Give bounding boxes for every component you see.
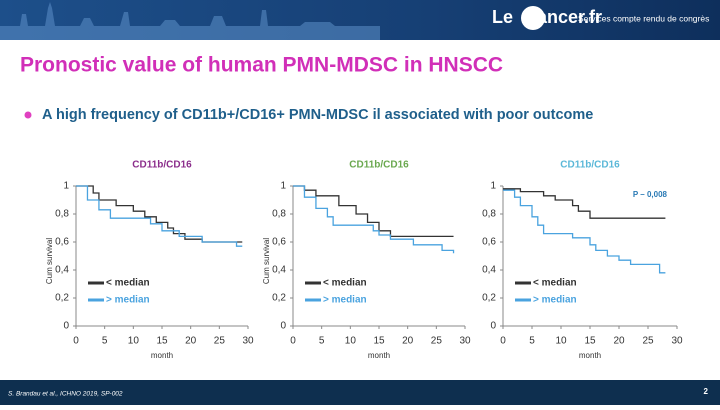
y-tick-label: 0 xyxy=(280,321,286,332)
x-tick-label: 25 xyxy=(214,336,226,347)
x-tick-label: 5 xyxy=(319,336,325,347)
y-tick-label: 0,2 xyxy=(55,293,69,304)
citation: S. Brandau et al., ICHNO 2019, SP-002 xyxy=(8,391,123,398)
y-tick-label: 1 xyxy=(490,181,496,192)
city-skyline xyxy=(0,2,380,40)
logo-le: Le xyxy=(492,7,513,27)
slide-title: Pronostic value of human PMN-MDSC in HNS… xyxy=(20,54,503,77)
x-tick-label: 20 xyxy=(613,336,625,347)
legend-label: > median xyxy=(106,295,150,306)
x-axis-label: month xyxy=(368,351,390,360)
x-tick-label: 5 xyxy=(102,336,108,347)
survival-curve xyxy=(76,185,243,243)
bullet-dot xyxy=(24,111,32,119)
x-tick-label: 30 xyxy=(242,336,254,347)
x-tick-label: 0 xyxy=(500,336,506,347)
chart-title: CD11b/CD16 xyxy=(349,160,409,171)
y-tick-label: 0 xyxy=(490,321,496,332)
y-tick-label: 0,8 xyxy=(55,209,69,220)
y-tick-label: 0,4 xyxy=(272,265,286,276)
page-number: 2 xyxy=(704,387,709,396)
logo-tagline: Services compte rendu de congrès xyxy=(578,13,709,23)
survival-curve xyxy=(76,185,243,247)
y-tick-label: 1 xyxy=(63,181,69,192)
y-tick-label: 0,2 xyxy=(272,293,286,304)
x-tick-label: 0 xyxy=(290,336,296,347)
y-tick-label: 0,4 xyxy=(55,265,69,276)
x-tick-label: 25 xyxy=(642,336,654,347)
x-tick-label: 15 xyxy=(156,336,168,347)
legend-label: < median xyxy=(106,278,150,289)
legend-label: > median xyxy=(323,295,367,306)
x-tick-label: 15 xyxy=(373,336,385,347)
survival-curve xyxy=(293,185,454,238)
legend-label: > median xyxy=(533,295,577,306)
logo-circle xyxy=(521,6,545,30)
bullet-text: A high frequency of CD11b+/CD16+ PMN-MDS… xyxy=(42,107,593,123)
y-tick-label: 0,8 xyxy=(482,209,496,220)
y-tick-label: 0,2 xyxy=(482,293,496,304)
x-tick-label: 30 xyxy=(671,336,683,347)
x-tick-label: 10 xyxy=(345,336,357,347)
legend-label: < median xyxy=(533,278,577,289)
survival-curve xyxy=(503,188,666,219)
y-axis-label: Cum survival xyxy=(45,238,54,284)
y-tick-label: 0,6 xyxy=(482,237,496,248)
y-tick-label: 0,4 xyxy=(482,265,496,276)
legend-label: < median xyxy=(323,278,367,289)
x-tick-label: 20 xyxy=(402,336,414,347)
x-tick-label: 0 xyxy=(73,336,79,347)
y-tick-label: 0,6 xyxy=(272,237,286,248)
logo-cancer: Cancer.fr xyxy=(524,7,602,27)
annotation: P – 0,008 xyxy=(633,190,668,199)
x-tick-label: 20 xyxy=(185,336,197,347)
x-tick-label: 30 xyxy=(459,336,471,347)
chart-title: CD11b/CD16 xyxy=(560,160,620,171)
chart-title: CD11b/CD16 xyxy=(132,160,192,171)
y-tick-label: 0,6 xyxy=(55,237,69,248)
x-tick-label: 25 xyxy=(431,336,443,347)
y-tick-label: 0 xyxy=(63,321,69,332)
x-axis-label: month xyxy=(151,351,173,360)
x-tick-label: 15 xyxy=(584,336,596,347)
footer-bar xyxy=(0,380,720,405)
x-tick-label: 5 xyxy=(529,336,535,347)
y-tick-label: 1 xyxy=(280,181,286,192)
x-tick-label: 10 xyxy=(128,336,140,347)
x-tick-label: 10 xyxy=(555,336,567,347)
x-axis-label: month xyxy=(579,351,601,360)
survival-curve xyxy=(503,189,666,274)
survival-curve xyxy=(293,185,455,254)
y-tick-label: 0,8 xyxy=(272,209,286,220)
y-axis-label: Cum survival xyxy=(262,238,271,284)
